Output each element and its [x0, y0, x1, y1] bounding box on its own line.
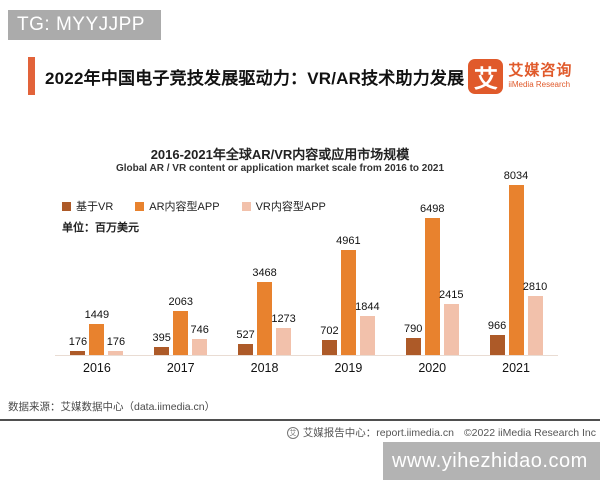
bar-基于VR-2018: 527 — [236, 329, 255, 355]
bar-基于VR-2020: 790 — [404, 323, 422, 355]
bar-value-label: 176 — [106, 336, 126, 349]
report-footer-line: 艾 艾媒报告中心：report.iimedia.cn ©2022 iiMedia… — [286, 425, 596, 440]
bar-value-label: 2810 — [522, 280, 548, 293]
bar-group-2018: 527 3468 1273 — [236, 267, 296, 355]
legend-label: VR内容型APP — [255, 201, 326, 213]
bar-value-label: 176 — [68, 336, 88, 349]
bar-group-2017: 395 2063 746 — [153, 296, 209, 355]
bar-value-label: 702 — [320, 325, 339, 338]
bar-VR内容型APP-2018: 1273 — [271, 313, 296, 355]
logo-name-cn: 艾媒咨询 — [508, 62, 573, 79]
x-axis-label-2017: 2017 — [166, 361, 195, 375]
bar-value-label: 746 — [190, 324, 209, 337]
legend-item-AR内容型APP: AR内容型APP — [135, 198, 220, 214]
legend-label: AR内容型APP — [149, 201, 220, 213]
chart-legend: 基于VR AR内容型APP VR内容型APP — [62, 198, 326, 214]
data-source-note: 数据来源：艾媒数据中心（data.iimedia.cn） — [8, 401, 216, 413]
legend-swatch — [241, 201, 251, 211]
bar-value-label: 4961 — [336, 235, 361, 247]
bar-基于VR-2016: 176 — [69, 336, 87, 355]
x-axis-label-2018: 2018 — [250, 361, 279, 375]
copyright-text: ©2022 iiMedia Research Inc — [463, 426, 596, 439]
logo-name-en: iiMedia Research — [508, 80, 571, 89]
x-axis-label-2021: 2021 — [502, 361, 530, 375]
bar-group-2020: 790 6498 2415 — [404, 203, 463, 355]
bar-value-label: 1844 — [355, 301, 380, 313]
bar-value-label: 2415 — [438, 288, 464, 301]
bar-基于VR-2019: 702 — [320, 325, 339, 355]
legend-item-VR内容型APP: VR内容型APP — [241, 198, 326, 214]
bar-value-label: 790 — [404, 323, 423, 336]
bar-VR内容型APP-2021: 2810 — [523, 281, 547, 355]
footer-divider — [0, 419, 600, 421]
bar-AR内容型APP-2019: 4961 — [336, 235, 361, 355]
x-axis-label-2019: 2019 — [334, 361, 363, 375]
bar-group-2019: 702 4961 1844 — [320, 235, 380, 355]
bar-value-label: 395 — [152, 331, 171, 344]
bar-value-label: 966 — [487, 319, 507, 332]
bar-value-label: 1273 — [271, 313, 296, 326]
x-axis-label-2020: 2020 — [418, 361, 447, 375]
legend-label: 基于VR — [76, 201, 114, 213]
bar-AR内容型APP-2016: 1449 — [85, 309, 109, 355]
bar-chart-plot-area: 176 1449 176 395 2063 746 527 3468 1273 702 4961 18… — [55, 170, 558, 356]
bar-AR内容型APP-2017: 2063 — [168, 296, 193, 355]
iimedia-footer-icon: 艾 — [286, 426, 299, 439]
bar-VR内容型APP-2020: 2415 — [439, 289, 463, 355]
x-axis-label-2016: 2016 — [83, 361, 111, 375]
bar-VR内容型APP-2019: 1844 — [355, 301, 380, 355]
chart-subtitle: Global AR / VR content or application ma… — [115, 163, 445, 174]
report-header: 2022年中国电子竞技发展驱动力：VR/AR技术助力发展 艾 艾媒咨询 iiMe… — [28, 57, 572, 95]
iimedia-logo: 艾 艾媒咨询 iiMedia Research — [468, 58, 572, 94]
bar-AR内容型APP-2020: 6498 — [420, 203, 444, 355]
unit-label: 单位：百万美元 — [62, 222, 139, 234]
legend-item-基于VR: 基于VR — [62, 198, 113, 214]
bar-VR内容型APP-2017: 746 — [191, 324, 209, 355]
bar-value-label: 527 — [236, 328, 255, 341]
x-axis-labels: 2016 2017 2018 2019 2020 2021 — [55, 361, 558, 375]
bar-value-label: 8034 — [503, 170, 529, 182]
legend-swatch — [62, 201, 71, 211]
title-accent-bar — [28, 57, 35, 95]
telegram-badge: TG: MYYJJPP — [8, 10, 161, 40]
bar-value-label: 6498 — [419, 202, 445, 215]
iimedia-logo-text: 艾媒咨询 iiMedia Research — [508, 63, 572, 89]
bar-基于VR-2017: 395 — [153, 332, 171, 355]
bar-AR内容型APP-2018: 3468 — [252, 267, 277, 355]
legend-swatch — [135, 201, 145, 211]
bar-value-label: 2063 — [168, 296, 193, 309]
chart-title: 2016-2021年全球AR/VR内容或应用市场规模 — [150, 147, 410, 162]
report-center-text: 艾媒报告中心：report.iimedia.cn — [302, 427, 454, 439]
iimedia-logo-icon: 艾 — [468, 58, 504, 94]
page-title: 2022年中国电子竞技发展驱动力：VR/AR技术助力发展 — [45, 68, 465, 88]
bar-AR内容型APP-2021: 8034 — [504, 170, 528, 355]
bar-value-label: 1449 — [84, 309, 110, 322]
bar-value-label: 3468 — [252, 266, 277, 279]
bar-group-2021: 966 8034 2810 — [488, 170, 547, 355]
bar-基于VR-2021: 966 — [488, 320, 506, 355]
watermark: www.yihezhidao.com — [383, 442, 600, 480]
bar-VR内容型APP-2016: 176 — [107, 336, 125, 355]
bar-group-2016: 176 1449 176 — [69, 309, 125, 355]
